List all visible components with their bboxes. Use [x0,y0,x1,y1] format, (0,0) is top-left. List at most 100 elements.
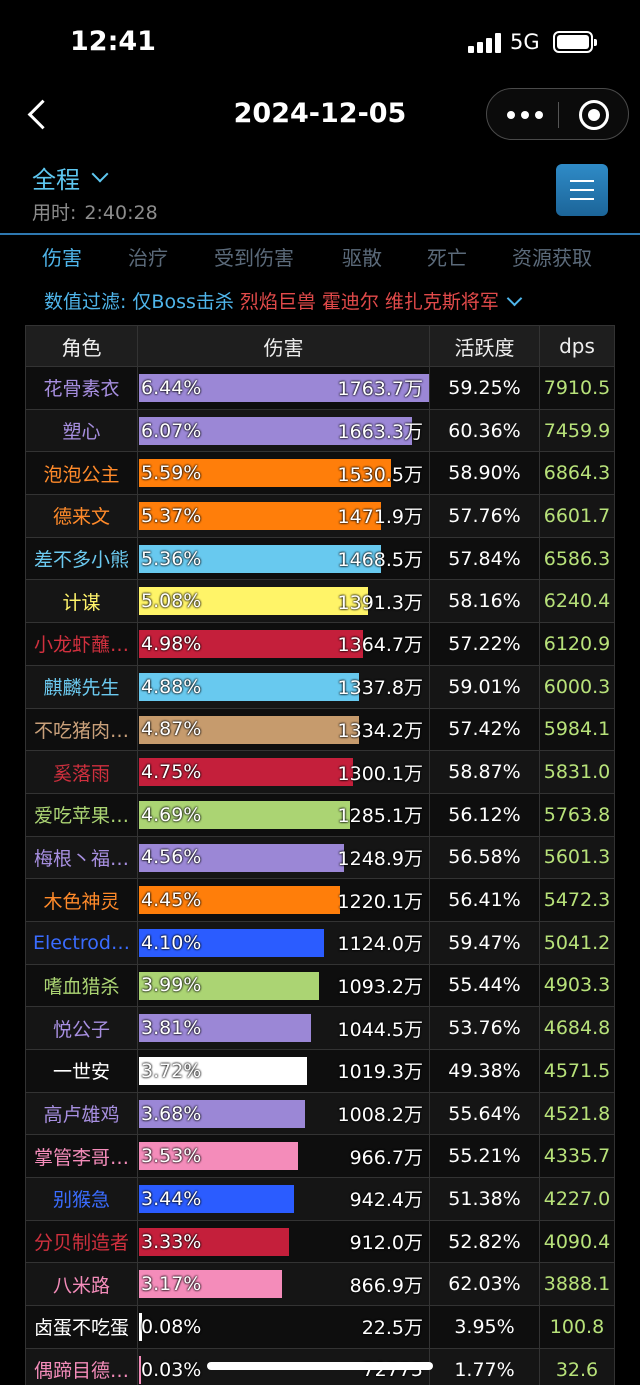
tab-resources[interactable]: 资源获取 [512,246,592,270]
activity-value: 58.16% [429,580,539,623]
header-dps[interactable]: dps [539,326,615,366]
table-row[interactable]: 奚落雨 4.75% 1300.1万 58.87% 5831.0 [25,751,615,794]
table-row[interactable]: 高卢雄鸡 3.68% 1008.2万 55.64% 4521.8 [25,1092,615,1136]
tab-damage-taken[interactable]: 受到伤害 [214,246,294,270]
table-row[interactable]: 花骨素衣 6.44% 1763.7万 59.25% 7910.5 [25,367,615,410]
table-row[interactable]: 木色神灵 4.45% 1220.1万 56.41% 5472.3 [25,879,615,922]
menu-button[interactable] [556,164,608,216]
dps-value: 5472.3 [539,879,615,921]
damage-cell: 4.87% 1334.2万 [137,708,429,751]
table-row[interactable]: Electrod… 4.10% 1124.0万 59.47% 5041.2 [25,921,615,965]
filter-target[interactable]: 维扎克斯将军 [384,291,499,313]
player-name: 爱吃苹果… [25,793,137,836]
duration-value: 2:40:28 [84,202,158,224]
filter-boss-only[interactable]: 仅Boss击杀 [132,291,234,313]
mini-program-capsule [486,88,629,140]
player-name: 分贝制造者 [25,1220,137,1263]
chevron-down-icon[interactable] [91,165,109,183]
player-name: 悦公子 [25,1007,137,1049]
damage-percent: 3.44% [141,1187,202,1210]
damage-cell: 5.37% 1471.9万 [137,495,429,537]
tab-deaths[interactable]: 死亡 [427,246,467,270]
activity-value: 57.42% [429,708,539,751]
table-row[interactable]: 计谋 5.08% 1391.3万 58.16% 6240.4 [25,580,615,624]
table-row[interactable]: 一世安 3.72% 1019.3万 49.38% 4571.5 [25,1050,615,1093]
table-body: 花骨素衣 6.44% 1763.7万 59.25% 7910.5 塑心 6.07% 1663.… [25,367,615,1385]
player-name-text: 计谋 [62,591,101,614]
table-row[interactable]: 不吃猪肉… 4.87% 1334.2万 57.42% 5984.1 [25,708,615,752]
player-name: 差不多小熊 [25,537,137,580]
table-row[interactable]: 嗜血猎杀 3.99% 1093.2万 55.44% 4903.3 [25,964,615,1008]
player-name: 一世安 [25,1050,137,1092]
damage-bar [139,1270,282,1299]
activity-value: 57.84% [429,537,539,580]
table-row[interactable]: 塑心 6.07% 1663.3万 60.36% 7459.9 [25,409,615,453]
damage-percent: 5.59% [141,462,202,485]
more-icon[interactable] [505,108,545,122]
damage-value: 1044.5万 [337,1018,423,1041]
damage-bar [139,1313,142,1342]
damage-percent: 5.08% [141,590,202,613]
range-selector[interactable]: 全程 [32,166,80,194]
activity-value: 3.95% [429,1306,539,1348]
dps-value: 4227.0 [539,1178,615,1220]
player-name-text: 麒麟先生 [43,677,120,700]
table-row[interactable]: 爱吃苹果… 4.69% 1285.1万 56.12% 5763.8 [25,793,615,837]
player-name: 小龙虾蘸… [25,623,137,665]
damage-cell: 4.88% 1337.8万 [137,665,429,708]
table-row[interactable]: 梅根丶福… 4.56% 1248.9万 56.58% 5601.3 [25,836,615,880]
close-mini-program-icon[interactable] [579,100,609,130]
dps-value: 7459.9 [539,409,615,452]
damage-cell: 6.07% 1663.3万 [137,409,429,452]
damage-bar [139,374,429,402]
damage-percent: 6.07% [141,419,202,442]
filter-target[interactable]: 烈焰巨兽 [239,291,316,313]
header-activity[interactable]: 活跃度 [429,326,539,366]
duration: 用时: 2:40:28 [32,198,158,225]
header-damage[interactable]: 伤害 [137,326,429,366]
battery-icon [553,31,597,53]
player-name: 泡泡公主 [25,452,137,495]
damage-percent: 3.72% [141,1059,202,1082]
table-row[interactable]: 分贝制造者 3.33% 912.0万 52.82% 4090.4 [25,1220,615,1264]
dps-value: 4335.7 [539,1135,615,1178]
player-name: 不吃猪肉… [25,708,137,751]
dps-value: 6864.3 [539,452,615,495]
damage-bar [139,971,319,1000]
filter-target[interactable]: 霍迪尔 [321,291,379,313]
damage-cell: 3.53% 966.7万 [137,1135,429,1178]
damage-bar [139,1099,305,1128]
dps-value: 4903.3 [539,964,615,1007]
table-row[interactable]: 差不多小熊 5.36% 1468.5万 57.84% 6586.3 [25,537,615,581]
table-row[interactable]: 泡泡公主 5.59% 1530.5万 58.90% 6864.3 [25,452,615,496]
player-name-text: 掌管李哥… [33,1146,129,1169]
table-row[interactable]: 八米路 3.17% 866.9万 62.03% 3888.1 [25,1263,615,1307]
activity-value: 52.82% [429,1220,539,1263]
player-name-text: 嗜血猎杀 [43,975,120,998]
tab-damage[interactable]: 伤害 [42,246,82,270]
damage-percent: 6.44% [141,376,202,399]
activity-value: 58.90% [429,452,539,495]
table-row[interactable]: 悦公子 3.81% 1044.5万 53.76% 4684.8 [25,1007,615,1050]
tab-healing[interactable]: 治疗 [128,246,168,270]
table-row[interactable]: 德来文 5.37% 1471.9万 57.76% 6601.7 [25,495,615,538]
damage-value: 1124.0万 [337,933,423,956]
damage-percent: 5.37% [141,504,202,527]
table-header: 角色 伤害 活跃度 dps [25,325,615,367]
player-name: 掌管李哥… [25,1135,137,1178]
table-row[interactable]: 掌管李哥… 3.53% 966.7万 55.21% 4335.7 [25,1135,615,1179]
damage-cell: 4.69% 1285.1万 [137,793,429,836]
table-row[interactable]: 小龙虾蘸… 4.98% 1364.7万 57.22% 6120.9 [25,623,615,666]
table-row[interactable]: 别猴急 3.44% 942.4万 51.38% 4227.0 [25,1178,615,1221]
table-row[interactable]: 麒麟先生 4.88% 1337.8万 59.01% 6000.3 [25,665,615,709]
damage-bar [139,1227,289,1256]
chevron-down-icon[interactable] [506,290,523,307]
table-row[interactable]: 卤蛋不吃蛋 0.08% 22.5万 3.95% 100.8 [25,1306,615,1349]
header-name[interactable]: 角色 [25,326,137,366]
damage-cell: 5.59% 1530.5万 [137,452,429,495]
dps-value: 32.6 [539,1348,615,1385]
tab-dispel[interactable]: 驱散 [342,246,382,270]
player-name: 偶蹄目德… [25,1348,137,1385]
dps-value: 5601.3 [539,836,615,879]
player-name-text: 梅根丶福… [33,847,129,870]
